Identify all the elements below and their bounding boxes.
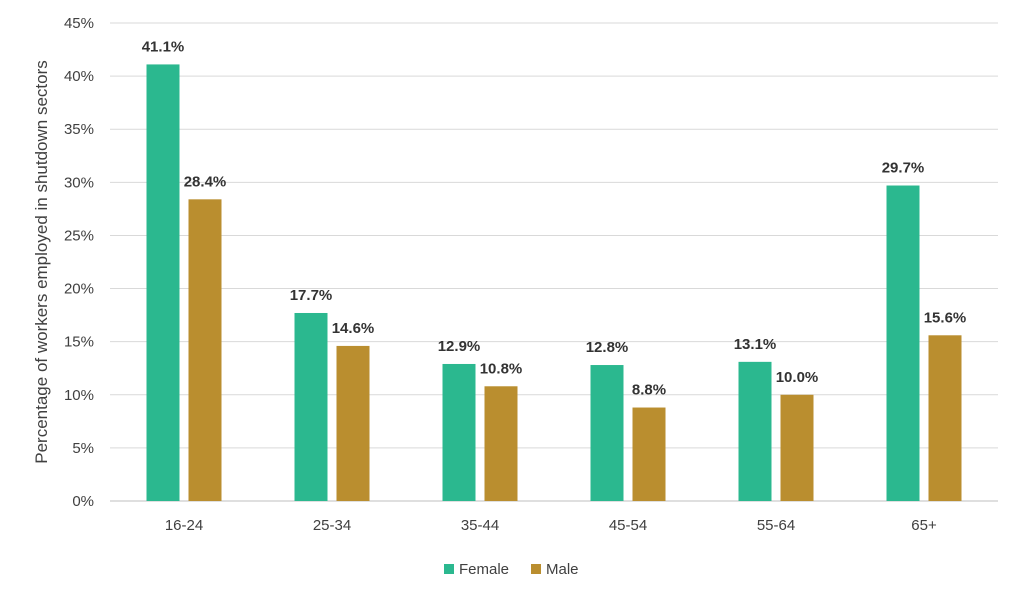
x-axis-ticks: 16-24 25-34 35-44 45-54 55-64 65+: [165, 517, 937, 534]
y-tick-label: 5%: [72, 440, 94, 457]
x-tick-label: 65+: [911, 517, 937, 534]
y-tick-label: 15%: [64, 334, 94, 351]
x-tick-label: 55-64: [757, 517, 795, 534]
y-tick-label: 35%: [64, 121, 94, 138]
data-label-male: 10.8%: [480, 360, 523, 377]
bar-male: [336, 345, 370, 501]
y-tick-label: 40%: [64, 68, 94, 85]
legend-swatch-female: [444, 564, 454, 574]
bar-female: [294, 312, 328, 501]
y-axis-title: Percentage of workers employed in shutdo…: [32, 60, 51, 463]
y-tick-label: 45%: [64, 15, 94, 32]
gridlines: [110, 22, 998, 502]
bar-female: [738, 361, 772, 501]
bar-male: [632, 407, 666, 501]
data-label-female: 29.7%: [882, 160, 925, 177]
data-label-male: 28.4%: [184, 173, 227, 190]
legend: Female Male: [444, 561, 579, 578]
data-label-male: 8.8%: [632, 382, 666, 399]
data-label-female: 41.1%: [142, 38, 185, 55]
legend-label-female: Female: [459, 561, 509, 578]
y-tick-label: 20%: [64, 281, 94, 298]
y-axis-ticks: 0% 5% 10% 15% 20% 25% 30% 35% 40% 45%: [64, 15, 94, 510]
data-label-female: 13.1%: [734, 336, 777, 353]
data-label-male: 15.6%: [924, 309, 967, 326]
x-tick-label: 16-24: [165, 517, 203, 534]
y-tick-label: 30%: [64, 174, 94, 191]
data-label-female: 12.9%: [438, 338, 481, 355]
bar-female: [886, 185, 920, 501]
data-label-female: 12.8%: [586, 339, 629, 356]
x-tick-label: 25-34: [313, 517, 351, 534]
bar-female: [146, 64, 180, 501]
bar-male: [188, 199, 222, 501]
data-label-male: 10.0%: [776, 369, 819, 386]
y-tick-label: 0%: [72, 493, 94, 510]
data-labels: 41.1% 28.4% 17.7% 14.6% 12.9% 10.8% 12.8% 8.8% 1…: [142, 38, 967, 398]
bars: [146, 64, 962, 501]
bar-male: [780, 394, 814, 501]
x-tick-label: 45-54: [609, 517, 647, 534]
data-label-male: 14.6%: [332, 320, 375, 337]
legend-swatch-male: [531, 564, 541, 574]
y-tick-label: 25%: [64, 227, 94, 244]
bar-female: [590, 365, 624, 501]
data-label-female: 17.7%: [290, 287, 333, 304]
bar-male: [484, 386, 518, 501]
bar-male: [928, 335, 962, 501]
x-tick-label: 35-44: [461, 517, 499, 534]
y-tick-label: 10%: [64, 387, 94, 404]
legend-label-male: Male: [546, 561, 579, 578]
bar-female: [442, 363, 476, 501]
